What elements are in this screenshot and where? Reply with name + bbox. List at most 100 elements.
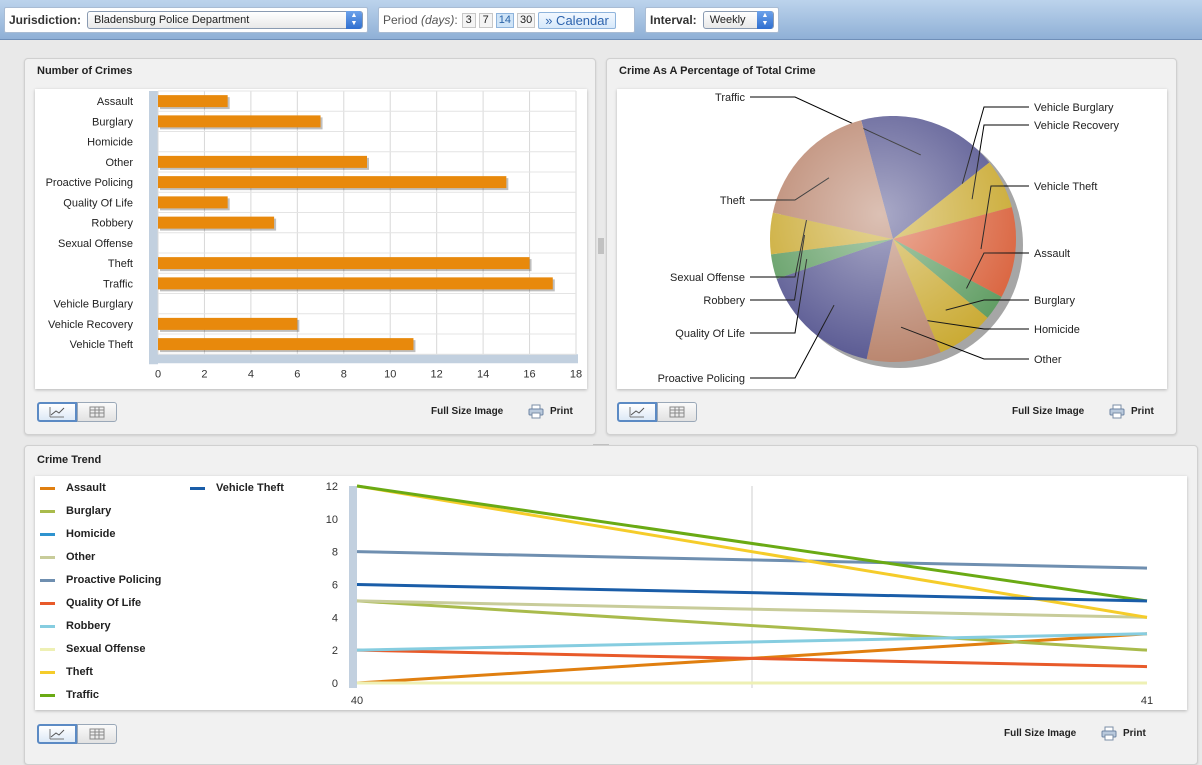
table-view-button[interactable] (657, 402, 697, 422)
category-label: Sexual Offense (58, 238, 133, 250)
select-arrows-icon: ▲ ▼ (346, 11, 362, 29)
splitter-grip-icon[interactable] (592, 437, 610, 450)
y-tick-label: 8 (332, 547, 338, 559)
legend-swatch (40, 486, 55, 490)
x-tick-label: 12 (431, 368, 443, 380)
full-size-image-link[interactable]: Full Size Image (431, 406, 504, 417)
legend-item[interactable]: Homicide (40, 528, 116, 540)
full-size-image-link[interactable]: Full Size Image (1012, 406, 1085, 417)
legend-swatch (40, 532, 55, 536)
legend-item[interactable]: Burglary (40, 505, 111, 517)
interval-select[interactable]: Weekly ▲ ▼ (702, 11, 774, 29)
legend-label: Traffic (66, 689, 100, 701)
trend-line (356, 550, 1148, 570)
legend-label: Homicide (66, 528, 116, 540)
category-label: Homicide (87, 137, 133, 149)
printer-icon (1101, 726, 1117, 741)
pie-slice-label: Vehicle Theft (1034, 181, 1097, 193)
trend-line (356, 599, 1148, 619)
print-button[interactable]: Print (1109, 404, 1154, 419)
axis-band (149, 91, 158, 365)
category-label: Vehicle Burglary (54, 299, 134, 311)
period-3-button[interactable]: 3 (461, 12, 476, 28)
trend-line (356, 599, 1148, 652)
trend-line (356, 484, 1148, 603)
printer-icon (1109, 404, 1125, 419)
bar-chart: 0 2 4 6 8 10 12 14 16 18 Assault Burglary Homicide Ot… (46, 90, 582, 380)
legend-item[interactable]: Vehicle Theft (190, 482, 284, 494)
period-14-button[interactable]: 14 (495, 12, 514, 28)
table-view-button[interactable] (77, 724, 117, 744)
legend-item[interactable]: Sexual Offense (40, 643, 145, 655)
legend-swatch (40, 578, 55, 582)
category-label: Robbery (91, 218, 133, 230)
pie-slice-label: Proactive Policing (658, 373, 745, 385)
legend-item[interactable]: Theft (40, 666, 93, 678)
print-button[interactable]: Print (1101, 726, 1146, 741)
chart-view-button[interactable] (37, 724, 77, 744)
legend-label: Assault (66, 482, 106, 494)
pie-slice-label: Assault (1034, 248, 1070, 260)
print-label: Print (1131, 406, 1154, 417)
print-button[interactable]: Print (528, 404, 573, 419)
print-label: Print (550, 406, 573, 417)
calendar-button[interactable]: » Calendar (538, 11, 616, 29)
chart-view-icon (49, 407, 65, 418)
legend-item[interactable]: Proactive Policing (40, 574, 161, 586)
legend-label: Burglary (66, 505, 112, 517)
legend-swatch (40, 647, 55, 651)
chart-view-icon (49, 729, 65, 740)
jurisdiction-select[interactable]: Bladensburg Police Department ▲ ▼ (87, 11, 363, 29)
legend-label: Quality Of Life (66, 597, 142, 609)
y-tick-label: 12 (326, 481, 338, 493)
axis-band (149, 354, 578, 364)
legend-swatch (190, 486, 205, 490)
category-label: Traffic (103, 278, 133, 290)
bar (158, 216, 275, 229)
legend-item[interactable]: Quality Of Life (40, 597, 141, 609)
chart-view-button[interactable] (37, 402, 77, 422)
splitter-grip-icon[interactable] (598, 236, 604, 256)
category-label: Burglary (92, 116, 133, 128)
legend-item[interactable]: Other (40, 551, 95, 563)
y-tick-label: 0 (332, 678, 338, 690)
x-tick-label: 40 (351, 695, 363, 707)
legend-item[interactable]: Assault (40, 482, 106, 494)
table-view-icon (669, 406, 685, 418)
bar (158, 317, 298, 330)
x-tick-label: 10 (384, 368, 396, 380)
toolbar: Jurisdiction: Bladensburg Police Departm… (0, 0, 1202, 40)
chart-view-button[interactable] (617, 402, 657, 422)
legend-label: Other (66, 551, 96, 563)
legend-label: Sexual Offense (66, 643, 146, 655)
trend-line (356, 484, 1148, 619)
full-size-image-link[interactable]: Full Size Image (1004, 728, 1077, 739)
x-tick-label: 18 (570, 368, 582, 380)
period-30-button[interactable]: 30 (516, 12, 536, 28)
legend-swatch (40, 555, 55, 559)
period-unit: (days) (421, 13, 455, 27)
trend-chart-plot: Assault Burglary Homicide Other Proactive Po… (35, 476, 1187, 710)
category-label: Assault (97, 96, 133, 108)
legend-swatch (40, 693, 55, 697)
y-tick-label: 10 (326, 514, 338, 526)
pie-chart-panel: Crime As A Percentage of Total Crime Tra… (606, 58, 1177, 435)
legend-swatch (40, 509, 55, 513)
legend-item[interactable]: Robbery (40, 620, 111, 632)
category-label: Other (105, 157, 133, 169)
pie-slice-label: Theft (720, 195, 745, 207)
pie-slice-label: Homicide (1034, 324, 1080, 336)
table-view-button[interactable] (77, 402, 117, 422)
trend-chart: 0 2 4 6 8 10 12 40 41 (326, 481, 1153, 707)
x-tick-label: 4 (248, 368, 254, 380)
pie-slice-label: Sexual Offense (670, 272, 745, 284)
pie-chart-title: Crime As A Percentage of Total Crime (619, 65, 816, 77)
legend-swatch (40, 624, 55, 628)
legend-item[interactable]: Traffic (40, 689, 99, 701)
pie-chart: Traffic Vehicle Burglary Vehicle Recovery V… (658, 92, 1120, 385)
trend-chart-title: Crime Trend (37, 454, 102, 466)
period-7-button[interactable]: 7 (478, 12, 493, 28)
legend-label: Vehicle Theft (216, 482, 284, 494)
bar (158, 277, 553, 290)
legend-label: Robbery (66, 620, 111, 632)
